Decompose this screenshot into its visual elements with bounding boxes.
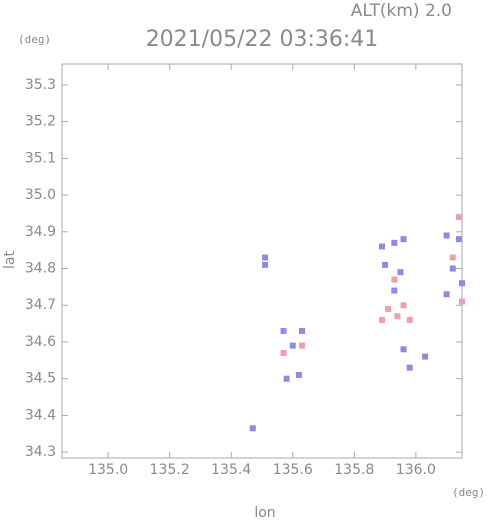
echo-point — [391, 239, 398, 246]
echo-point — [379, 243, 385, 250]
echo-point — [382, 261, 389, 268]
echo-point — [249, 425, 256, 432]
echo-point — [289, 342, 296, 349]
echo-point — [262, 261, 269, 268]
echo-point — [385, 305, 392, 312]
echo-point — [449, 265, 456, 272]
chart-title: 2021/05/22 03:36:41 — [146, 27, 379, 52]
echo-point — [455, 214, 462, 221]
echo-point — [459, 280, 465, 287]
x-tick-label: 135.8 — [334, 462, 374, 478]
y-tick-label: 34.9 — [25, 224, 56, 240]
altitude: ALT(km) 2.0 — [351, 1, 452, 21]
echo-point — [391, 276, 398, 283]
echo-point — [400, 302, 407, 309]
echo-point — [280, 327, 287, 334]
echo-point — [299, 342, 305, 349]
echo-point — [379, 316, 385, 323]
plot-frame — [61, 63, 463, 459]
echo-point — [391, 287, 398, 294]
x-tick-label: 136.0 — [396, 462, 436, 478]
echo-point — [283, 375, 290, 382]
x-axis-label: lon — [254, 505, 275, 521]
y-tick-label: 34.5 — [25, 371, 56, 387]
y-unit: (deg) — [18, 33, 51, 46]
echo-point — [406, 316, 413, 323]
y-tick-label: 35.0 — [25, 187, 56, 203]
x-tick-label: 135.2 — [150, 462, 190, 478]
y-axis-label: lat — [2, 251, 18, 269]
y-tick-label: 34.6 — [25, 334, 56, 350]
y-tick-label: 34.7 — [25, 297, 56, 313]
echo-point — [406, 364, 413, 371]
echo-point — [299, 327, 305, 334]
x-unit: (deg) — [452, 486, 485, 499]
echo-point — [400, 346, 407, 353]
echo-point — [443, 291, 450, 298]
echo-point — [400, 236, 407, 243]
echo-point — [295, 372, 302, 379]
y-tick-label: 34.4 — [25, 407, 56, 423]
x-tick-label: 135.0 — [88, 462, 128, 478]
echo-point — [449, 254, 456, 261]
echo-point — [280, 349, 287, 356]
echo-point — [422, 353, 429, 360]
x-tick-label: 135.4 — [211, 462, 251, 478]
x-tick-label: 135.6 — [273, 462, 313, 478]
y-tick-label: 34.3 — [25, 444, 56, 460]
echo-point — [394, 313, 401, 320]
echo-point — [455, 236, 462, 243]
echo-point — [459, 298, 465, 305]
y-tick-label: 35.1 — [25, 150, 56, 166]
echo-point — [397, 269, 404, 276]
echo-point — [262, 254, 269, 261]
y-tick-label: 35.2 — [25, 114, 56, 130]
echo-point — [443, 232, 450, 239]
y-tick-label: 35.3 — [25, 77, 56, 93]
y-tick-label: 34.8 — [25, 261, 56, 277]
